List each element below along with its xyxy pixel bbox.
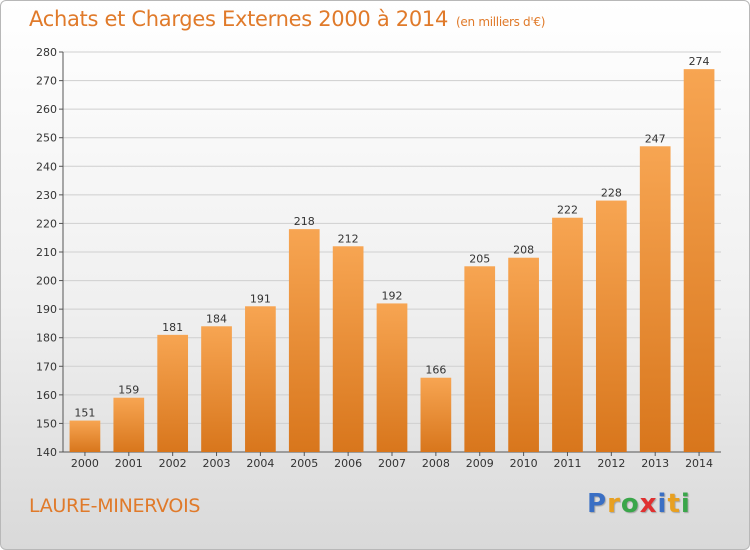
- y-tick-label: 190: [36, 303, 57, 316]
- y-tick-label: 170: [36, 360, 57, 373]
- logo-letter: t: [667, 489, 681, 519]
- bar-2007: [376, 303, 408, 452]
- x-tick-label: 2007: [378, 457, 406, 470]
- x-tick-label: 2010: [510, 457, 538, 470]
- town-name: LAURE-MINERVOIS: [29, 495, 201, 517]
- bar-value-label: 166: [425, 364, 446, 377]
- logo-letter: r: [607, 489, 621, 519]
- y-tick-label: 250: [36, 132, 57, 145]
- bar-2012: [595, 200, 627, 452]
- bar-value-label: 247: [645, 132, 666, 145]
- x-tick-label: 2008: [422, 457, 450, 470]
- bar-value-label: 208: [513, 244, 534, 257]
- bar-2000: [69, 420, 101, 452]
- bar-value-label: 222: [557, 204, 578, 217]
- bars: [69, 69, 715, 453]
- bar-2014: [683, 69, 715, 453]
- x-tick-label: 2001: [115, 457, 143, 470]
- logo-letter: i: [680, 489, 691, 519]
- x-tick-label: 2003: [203, 457, 231, 470]
- y-tick-label: 280: [36, 46, 57, 59]
- bar-value-label: 212: [338, 232, 359, 245]
- proxiti-logo: Proxiti: [587, 489, 691, 519]
- bar-2008: [420, 377, 452, 452]
- bar-value-label: 151: [74, 407, 95, 420]
- y-tick-label: 260: [36, 103, 57, 116]
- bar-2001: [113, 397, 145, 452]
- bar-value-label: 159: [118, 384, 139, 397]
- labels: 140 150 160 170 180 190 200 210 220 230 240 250 260 2…: [36, 46, 713, 470]
- bar-2011: [552, 217, 583, 452]
- y-tick-label: 220: [36, 217, 57, 230]
- chart-title: Achats et Charges Externes 2000 à 2014 (e…: [29, 7, 545, 31]
- bar-2010: [508, 257, 539, 452]
- x-tick-label: 2014: [685, 457, 713, 470]
- bar-value-label: 218: [294, 215, 315, 228]
- x-tick-label: 2006: [334, 457, 362, 470]
- x-tick-label: 2013: [641, 457, 669, 470]
- bar-value-label: 228: [601, 187, 622, 200]
- y-tick-label: 180: [36, 332, 57, 345]
- x-tick-label: 2002: [159, 457, 187, 470]
- y-tick-label: 240: [36, 160, 57, 173]
- bar-2002: [157, 334, 189, 452]
- x-tick-label: 2012: [597, 457, 625, 470]
- bar-2003: [201, 326, 232, 452]
- logo-letter: x: [639, 489, 658, 519]
- bar-value-label: 181: [162, 321, 183, 334]
- chart-title-text: Achats et Charges Externes 2000 à 2014: [29, 7, 449, 31]
- bar-2009: [464, 266, 496, 452]
- logo-letter: P: [587, 489, 608, 519]
- bar-2005: [288, 229, 320, 452]
- x-tick-label: 2005: [290, 457, 318, 470]
- bar-2006: [332, 246, 364, 452]
- unit-note: (en milliers d'€): [456, 15, 546, 29]
- logo-letter: o: [620, 489, 640, 519]
- x-tick-label: 2004: [246, 457, 274, 470]
- bar-value-label: 205: [469, 252, 490, 265]
- logo-letter: i: [657, 489, 668, 519]
- y-tick-label: 270: [36, 75, 57, 88]
- bar-value-label: 192: [382, 289, 403, 302]
- bar-2013: [639, 146, 671, 453]
- bar-value-label: 184: [206, 312, 227, 325]
- y-tick-label: 160: [36, 389, 57, 402]
- x-tick-label: 2009: [466, 457, 494, 470]
- bar-value-label: 274: [689, 55, 710, 68]
- bar-2004: [245, 306, 276, 452]
- y-tick-label: 150: [36, 417, 57, 430]
- y-tick-label: 210: [36, 246, 57, 259]
- y-tick-label: 200: [36, 275, 57, 288]
- y-tick-label: 140: [36, 446, 57, 459]
- x-tick-label: 2000: [71, 457, 99, 470]
- bar-value-label: 191: [250, 292, 271, 305]
- x-tick-label: 2011: [553, 457, 581, 470]
- y-tick-label: 230: [36, 189, 57, 202]
